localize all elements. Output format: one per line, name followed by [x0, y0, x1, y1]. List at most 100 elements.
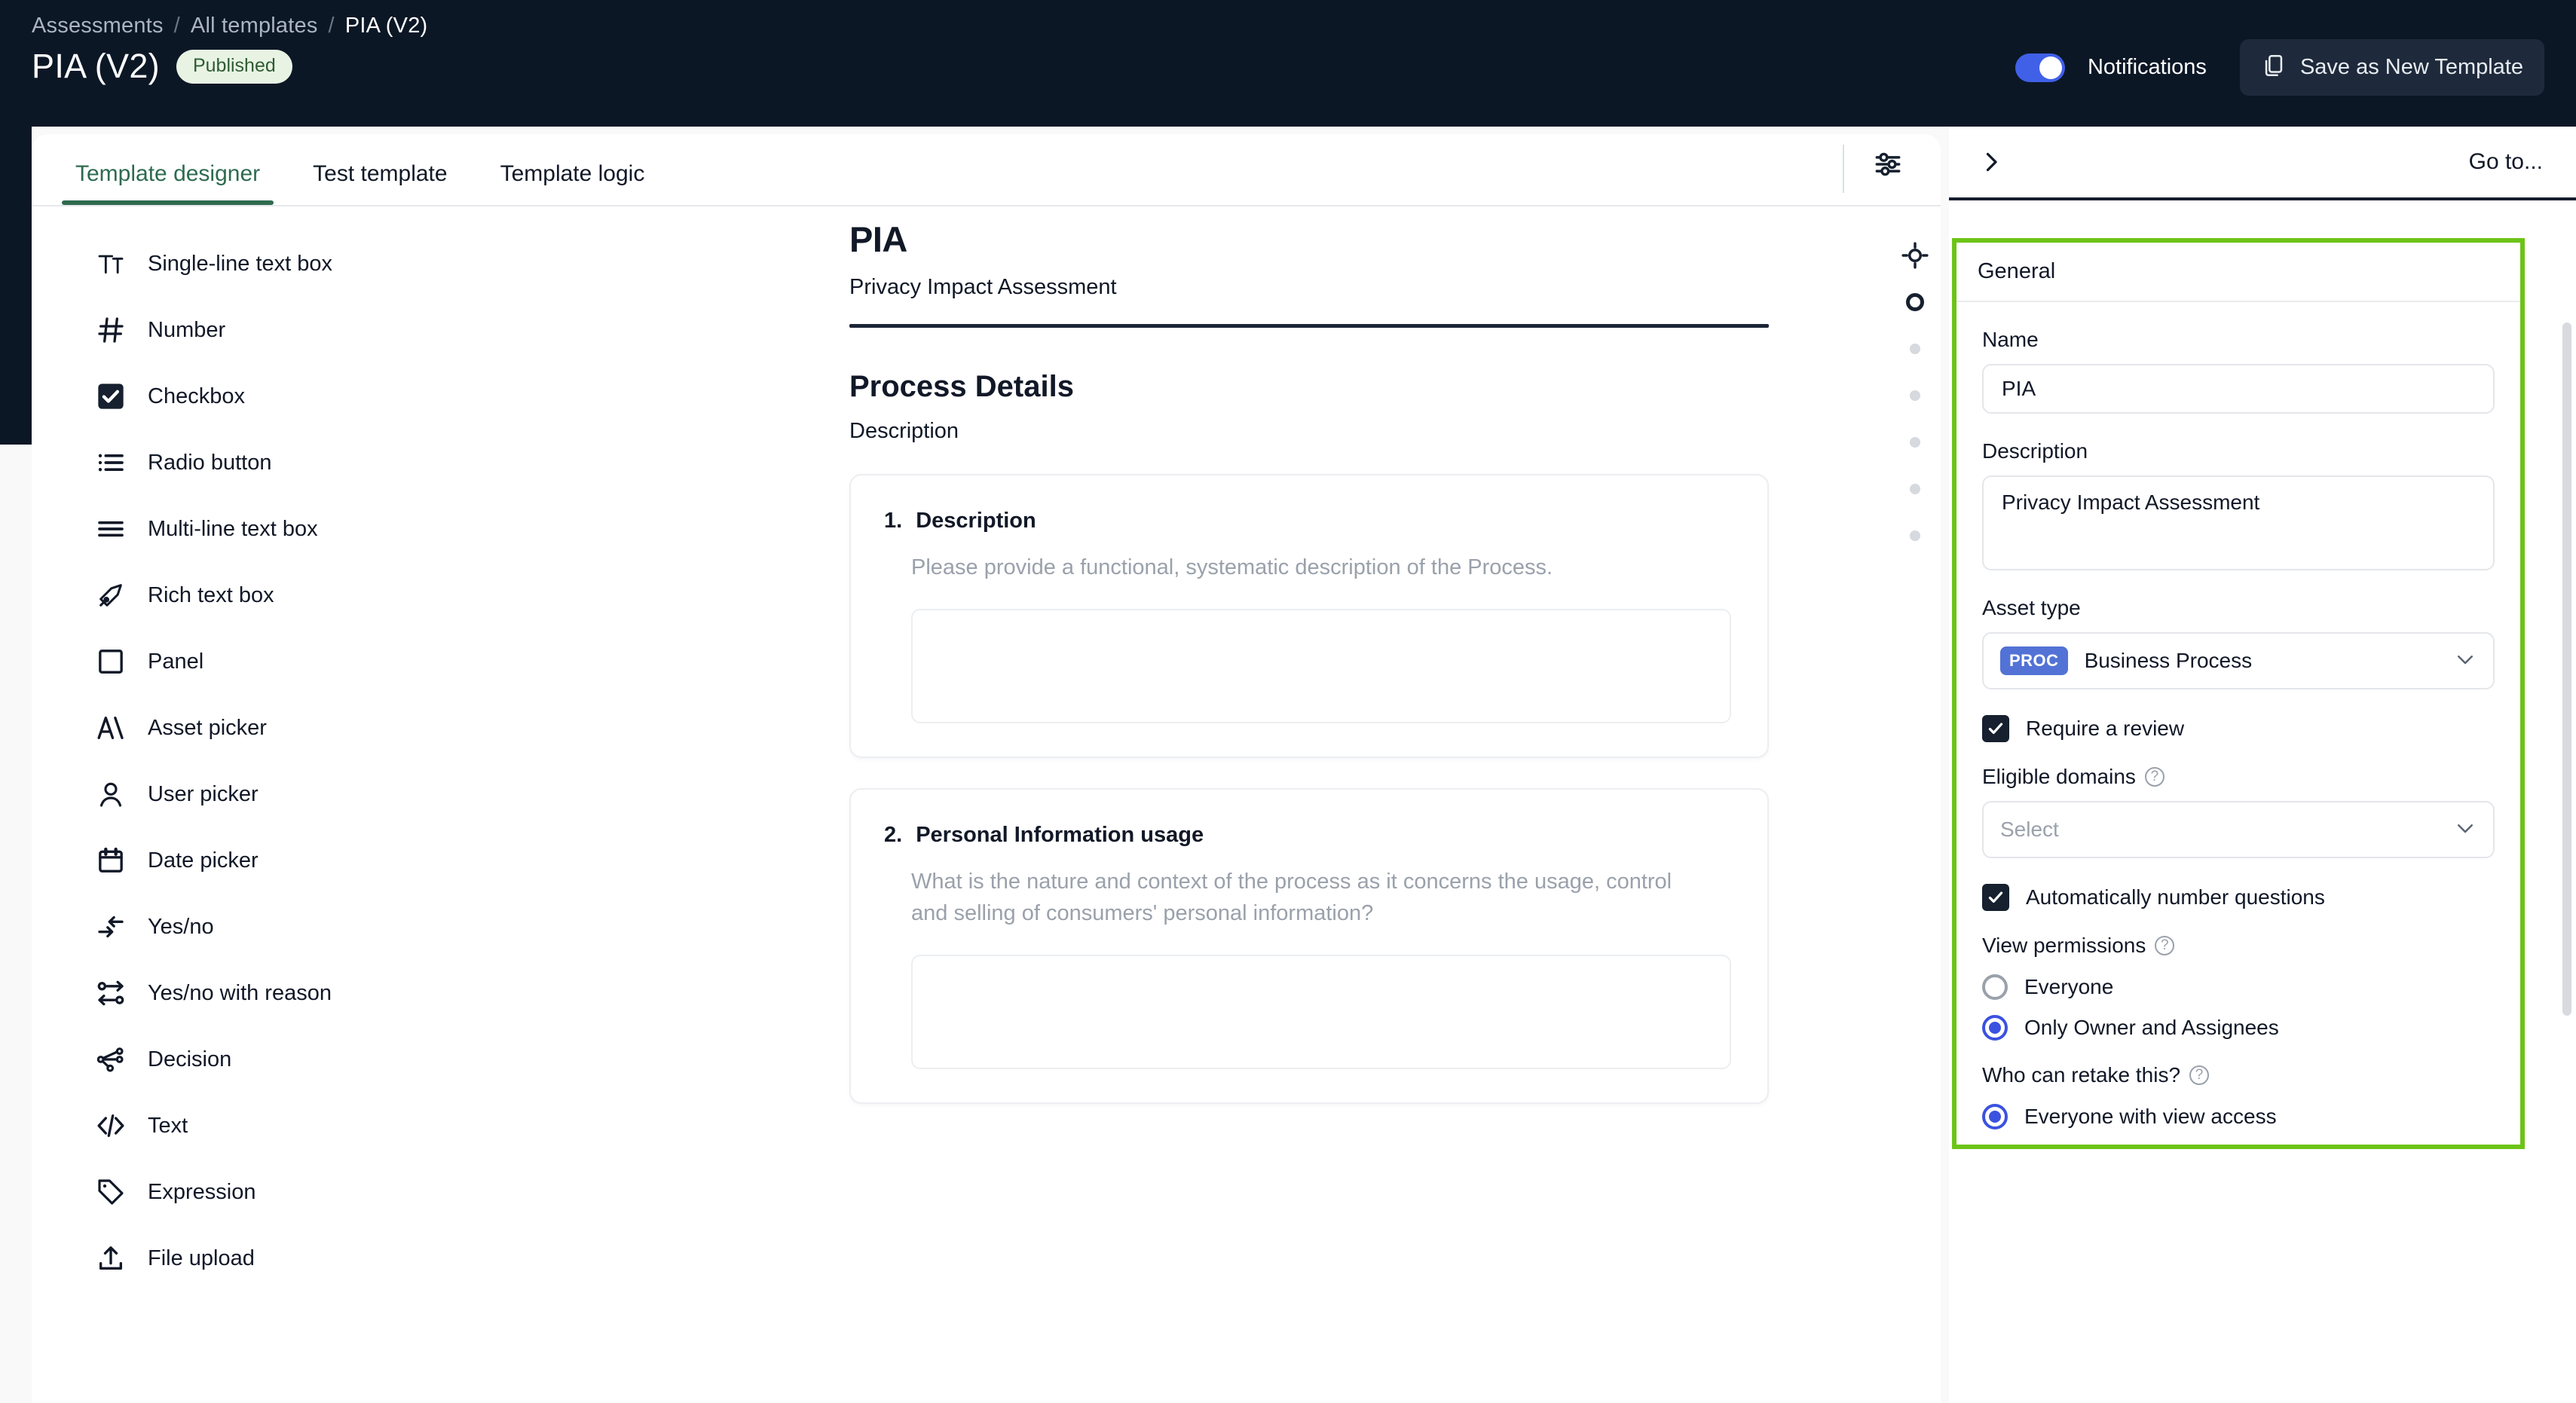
palette-item-label: Multi-line text box: [148, 516, 318, 541]
auto-number-questions-checkbox[interactable]: Automatically number questions: [1982, 884, 2495, 911]
palette-item-label: Panel: [148, 649, 204, 674]
palette-item-checkbox[interactable]: Checkbox: [32, 363, 378, 429]
palette-item-label: Yes/no: [148, 914, 214, 939]
properties-panel-scrollbar[interactable]: [2562, 322, 2571, 1016]
section-description[interactable]: Description: [849, 419, 959, 443]
tab-test-template[interactable]: Test template: [313, 161, 448, 186]
component-palette: Single-line text box Number Checkbox: [32, 219, 378, 1291]
rail-marker-dot[interactable]: [1910, 372, 1920, 419]
question-header: 1. Description: [884, 509, 1731, 533]
breadcrumb-item-assessments[interactable]: Assessments: [32, 14, 164, 38]
rail-marker-active[interactable]: [1906, 279, 1924, 326]
palette-item-date-picker[interactable]: Date picker: [32, 827, 378, 894]
question-description: What is the nature and context of the pr…: [911, 870, 1672, 926]
general-settings-section: General Name PIA Description Privacy Imp…: [1952, 238, 2525, 1149]
top-header-bar: Assessments / All templates / PIA (V2) P…: [0, 0, 2576, 127]
palette-item-label: Number: [148, 317, 226, 342]
checkbox-checked-icon: [1982, 715, 2009, 742]
breadcrumb-item-all-templates[interactable]: All templates: [190, 14, 318, 38]
form-subtitle[interactable]: Privacy Impact Assessment: [849, 275, 1117, 299]
view-permission-option-owner-assignees[interactable]: Only Owner and Assignees: [1982, 1015, 2495, 1041]
palette-item-label: Single-line text box: [148, 251, 333, 276]
description-field-group: Description Privacy Impact Assessment: [1982, 439, 2495, 570]
toolbar-divider: [1843, 145, 1844, 193]
form-divider: [849, 324, 1769, 328]
palette-item-file-upload[interactable]: File upload: [32, 1225, 378, 1291]
palette-item-text[interactable]: Text: [32, 1093, 378, 1159]
chevron-down-icon: [2454, 648, 2477, 674]
save-as-new-template-button[interactable]: Save as New Template: [2239, 39, 2544, 96]
rail-marker-dot[interactable]: [1910, 326, 1920, 372]
question-header: 2. Personal Information usage: [884, 823, 1731, 848]
radio-selected-icon: [1982, 1104, 2008, 1129]
help-icon[interactable]: ?: [2155, 936, 2175, 955]
auto-number-questions-label: Automatically number questions: [2026, 885, 2325, 909]
question-card[interactable]: 2. Personal Information usage What is th…: [849, 788, 1769, 1105]
arrows-node-icon: [95, 977, 127, 1009]
calendar-icon: [95, 845, 127, 876]
question-answer-input[interactable]: [911, 609, 1731, 724]
copy-icon: [2261, 53, 2287, 82]
palette-item-user-picker[interactable]: User picker: [32, 761, 378, 827]
settings-sliders-icon[interactable]: [1871, 148, 1904, 181]
palette-item-yes-no-with-reason[interactable]: Yes/no with reason: [32, 960, 378, 1026]
properties-panel-divider: [1949, 197, 2576, 200]
save-as-new-template-label: Save as New Template: [2299, 55, 2523, 79]
retake-option-everyone-with-view-access[interactable]: Everyone with view access: [1982, 1104, 2495, 1129]
section-title[interactable]: Process Details: [849, 370, 1074, 403]
decision-branch-icon: [95, 1044, 127, 1075]
question-number: 2.: [884, 823, 903, 848]
question-title: Description: [916, 509, 1036, 533]
hash-icon: [95, 314, 127, 346]
status-badge: Published: [176, 49, 292, 84]
palette-item-single-line-text-box[interactable]: Single-line text box: [32, 231, 378, 297]
question-description: Please provide a functional, systematic …: [911, 555, 1553, 579]
palette-item-label: Yes/no with reason: [148, 980, 332, 1005]
rail-marker-dot[interactable]: [1910, 512, 1920, 559]
toggle-knob: [2039, 56, 2062, 79]
tab-bar-divider: [32, 205, 1941, 206]
view-permission-option-everyone[interactable]: Everyone: [1982, 974, 2495, 1000]
target-marker-icon[interactable]: [1901, 232, 1929, 279]
asset-type-select[interactable]: PROC Business Process: [1982, 632, 2495, 689]
palette-item-radio-button[interactable]: Radio button: [32, 429, 378, 496]
require-review-label: Require a review: [2026, 717, 2185, 740]
retake-label: Who can retake this? ?: [1982, 1063, 2495, 1087]
notifications-toggle[interactable]: [2015, 53, 2065, 82]
palette-item-panel[interactable]: Panel: [32, 628, 378, 695]
name-input[interactable]: PIA: [1982, 364, 2495, 414]
rail-marker-dot[interactable]: [1910, 466, 1920, 512]
eligible-domains-select[interactable]: Select: [1982, 801, 2495, 858]
question-card[interactable]: 1. Description Please provide a function…: [849, 474, 1769, 759]
question-answer-input[interactable]: [911, 955, 1731, 1070]
palette-item-label: Radio button: [148, 450, 272, 475]
help-icon[interactable]: ?: [2144, 767, 2165, 787]
palette-item-label: Expression: [148, 1179, 256, 1204]
palette-item-yes-no[interactable]: Yes/no: [32, 894, 378, 960]
asset-type-value: Business Process: [2084, 649, 2253, 672]
view-permissions-label-text: View permissions: [1982, 934, 2146, 957]
square-icon: [95, 646, 127, 677]
palette-item-multi-line-text-box[interactable]: Multi-line text box: [32, 496, 378, 562]
asset-type-badge: PROC: [2000, 646, 2068, 675]
palette-item-number[interactable]: Number: [32, 297, 378, 363]
palette-item-expression[interactable]: Expression: [32, 1159, 378, 1225]
description-input[interactable]: Privacy Impact Assessment: [1982, 475, 2495, 570]
tab-template-designer[interactable]: Template designer: [62, 161, 274, 205]
palette-item-asset-picker[interactable]: Asset picker: [32, 695, 378, 761]
chevron-right-icon[interactable]: [1978, 148, 2005, 176]
help-icon[interactable]: ?: [2189, 1065, 2210, 1085]
breadcrumb-item-current: PIA (V2): [344, 14, 428, 38]
require-review-checkbox[interactable]: Require a review: [1982, 715, 2495, 742]
palette-item-decision[interactable]: Decision: [32, 1026, 378, 1093]
form-title[interactable]: PIA: [849, 219, 907, 259]
view-permission-option-label: Only Owner and Assignees: [2024, 1016, 2279, 1039]
tab-template-logic[interactable]: Template logic: [500, 161, 645, 186]
go-to-dropdown[interactable]: Go to...: [2468, 149, 2543, 174]
palette-item-rich-text-box[interactable]: Rich text box: [32, 562, 378, 628]
pen-nib-icon: [95, 579, 127, 611]
eligible-domains-label: Eligible domains ?: [1982, 765, 2495, 789]
asset-type-field-group: Asset type PROC Business Process: [1982, 596, 2495, 689]
rail-marker-dot[interactable]: [1910, 419, 1920, 466]
canvas-navigation-rail: [1901, 232, 1929, 559]
